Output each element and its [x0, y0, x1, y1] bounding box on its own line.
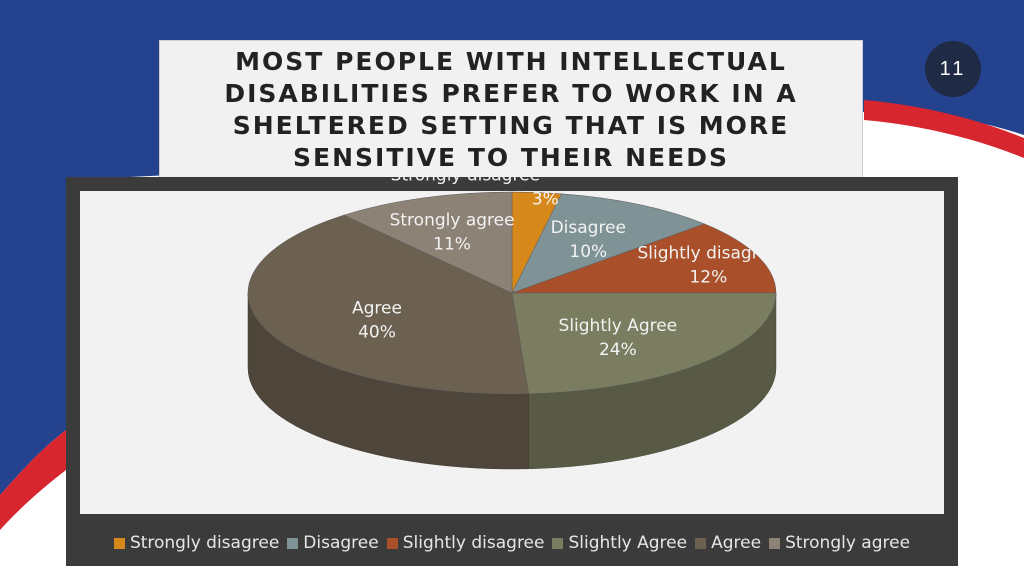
title-box: MOST PEOPLE WITH INTELLECTUAL DISABILITI…: [159, 40, 863, 180]
page-number-badge: 11: [925, 41, 981, 97]
chart-panel: Strongly disagree 3% Disagree 10% Slightly d…: [66, 177, 958, 566]
pie-label-value: 11%: [433, 234, 471, 254]
legend-swatch: [552, 537, 564, 549]
pie-label-value: 3%: [532, 189, 559, 209]
page-number: 11: [939, 57, 967, 80]
pie-label-category: Slightly disagree: [637, 243, 779, 263]
legend-label: Slightly Agree: [568, 533, 688, 553]
pie-chart: Strongly disagree 3% Disagree 10% Slightly d…: [247, 177, 779, 470]
chart-legend: Strongly disagree Disagree Slightly disagr…: [66, 529, 958, 557]
legend-label: Disagree: [303, 533, 379, 553]
pie-tops: [247, 191, 777, 395]
pie-label-category: Strongly disagree: [391, 177, 540, 185]
legend-item: Strongly agree: [769, 533, 910, 553]
pie-slice: [511, 292, 777, 395]
pie-label-value: 12%: [689, 267, 727, 287]
legend-swatch: [769, 537, 781, 549]
pie-slice: [247, 214, 529, 395]
slide-title: MOST PEOPLE WITH INTELLECTUAL DISABILITI…: [224, 47, 798, 172]
pie-label-category: Agree: [352, 298, 402, 318]
pie-slice: [511, 223, 777, 294]
legend-label: Slightly disagree: [402, 533, 545, 553]
pie-label-value: 10%: [569, 242, 607, 262]
legend-item: Slightly Agree: [552, 533, 687, 553]
legend-swatch: [695, 537, 707, 549]
pie-label-category: Disagree: [551, 218, 626, 238]
pie-label-value: 40%: [358, 322, 396, 342]
legend-label: Agree: [711, 533, 762, 553]
pie-label-category: Strongly agree: [390, 210, 515, 230]
legend-item: Disagree: [287, 533, 379, 553]
legend-label: Strongly disagree: [129, 533, 280, 553]
legend-swatch: [386, 537, 398, 549]
pie-label-value: 24%: [599, 340, 637, 360]
legend-swatch: [287, 537, 299, 549]
pie-label-category: Slightly Agree: [559, 316, 678, 336]
legend-item: Agree: [695, 533, 761, 553]
pie-data-labels: Strongly disagree 3% Disagree 10% Slightly d…: [352, 177, 779, 360]
legend-label: Strongly agree: [785, 533, 911, 553]
legend-item: Slightly disagree: [386, 533, 545, 553]
legend-swatch: [113, 537, 125, 549]
pie-slice: [511, 193, 706, 294]
legend-item: Strongly disagree: [113, 533, 280, 553]
pie-slice: [343, 191, 513, 294]
